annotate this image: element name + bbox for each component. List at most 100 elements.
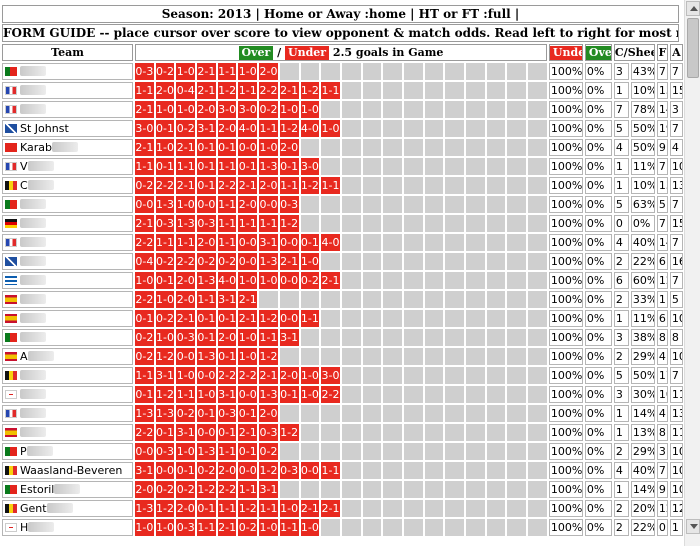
team-cell[interactable] [2, 310, 133, 327]
score-cell[interactable]: 3-0 [321, 367, 340, 384]
score-cell[interactable]: 0-1 [197, 177, 216, 194]
team-cell[interactable] [2, 253, 133, 270]
score-cell[interactable]: 2-1 [176, 177, 196, 194]
score-cell[interactable]: 3-1 [259, 234, 278, 251]
score-cell[interactable]: 0-2 [155, 253, 175, 270]
score-cell[interactable]: 0-1 [135, 386, 154, 403]
score-cell[interactable]: 0-1 [197, 405, 216, 422]
score-cell[interactable]: 2-1 [217, 519, 237, 536]
score-cell[interactable]: 0-0 [259, 196, 278, 213]
score-cell[interactable]: 2-0 [217, 462, 237, 479]
score-cell[interactable]: 1-2 [300, 177, 320, 194]
score-cell[interactable]: 2-0 [197, 101, 216, 118]
score-cell[interactable]: 2-1 [238, 424, 258, 441]
score-cell[interactable]: 4-0 [321, 234, 340, 251]
team-cell[interactable]: C [2, 177, 133, 194]
score-cell[interactable]: 0-0 [238, 139, 258, 156]
score-cell[interactable]: 1-1 [300, 310, 320, 327]
score-cell[interactable]: 1-0 [176, 196, 196, 213]
score-cell[interactable]: 1-0 [238, 272, 258, 289]
score-cell[interactable]: 1-0 [238, 329, 258, 346]
team-cell[interactable]: Karab [2, 139, 133, 156]
score-cell[interactable]: 1-0 [155, 101, 175, 118]
score-cell[interactable]: 0-0 [197, 424, 216, 441]
score-cell[interactable]: 1-2 [279, 120, 299, 137]
score-cell[interactable]: 2-1 [176, 310, 196, 327]
score-cell[interactable]: 1-3 [155, 405, 175, 422]
score-cell[interactable]: 0-1 [217, 139, 237, 156]
score-cell[interactable]: 0-2 [135, 329, 154, 346]
score-cell[interactable]: 0-2 [197, 253, 216, 270]
score-cell[interactable]: 0-1 [197, 158, 216, 175]
score-cell[interactable]: 0-1 [155, 424, 175, 441]
score-cell[interactable]: 0-0 [238, 462, 258, 479]
score-cell[interactable]: 2-1 [238, 310, 258, 327]
score-cell[interactable]: 2-2 [321, 386, 340, 403]
score-cell[interactable]: 1-0 [238, 348, 258, 365]
score-cell[interactable]: 2-1 [279, 82, 299, 99]
score-cell[interactable]: 1-1 [238, 481, 258, 498]
score-cell[interactable]: 2-1 [197, 63, 216, 80]
score-cell[interactable]: 0-3 [155, 215, 175, 232]
score-cell[interactable]: 1-3 [176, 215, 196, 232]
score-cell[interactable]: 0-2 [300, 272, 320, 289]
score-cell[interactable]: 0-1 [238, 158, 258, 175]
score-cell[interactable]: 0-0 [238, 253, 258, 270]
score-cell[interactable]: 0-0 [197, 367, 216, 384]
score-cell[interactable]: 2-2 [217, 481, 237, 498]
score-cell[interactable]: 3-0 [238, 101, 258, 118]
score-cell[interactable]: 2-0 [238, 196, 258, 213]
scroll-up-button[interactable] [686, 1, 700, 16]
score-cell[interactable]: 0-3 [259, 424, 278, 441]
score-cell[interactable]: 1-2 [259, 348, 278, 365]
score-cell[interactable]: 2-0 [176, 272, 196, 289]
team-cell[interactable] [2, 386, 133, 403]
score-cell[interactable]: 0-3 [135, 63, 154, 80]
score-cell[interactable]: 1-0 [279, 101, 299, 118]
score-cell[interactable]: 1-0 [155, 519, 175, 536]
score-cell[interactable]: 0-0 [197, 196, 216, 213]
score-cell[interactable]: 1-1 [197, 291, 216, 308]
score-cell[interactable]: 4-0 [300, 120, 320, 137]
score-cell[interactable]: 0-0 [155, 462, 175, 479]
score-cell[interactable]: 1-0 [135, 519, 154, 536]
score-cell[interactable]: 3-1 [279, 329, 299, 346]
score-cell[interactable]: 0-2 [176, 405, 196, 422]
score-cell[interactable]: 1-1 [176, 234, 196, 251]
score-cell[interactable]: 1-3 [197, 272, 216, 289]
score-cell[interactable]: 2-1 [197, 82, 216, 99]
score-cell[interactable]: 2-0 [197, 234, 216, 251]
score-cell[interactable]: 0-0 [238, 386, 258, 403]
score-cell[interactable]: 1-3 [259, 158, 278, 175]
score-cell[interactable]: 1-2 [197, 481, 216, 498]
score-cell[interactable]: 2-2 [135, 291, 154, 308]
score-cell[interactable]: 1-1 [155, 234, 175, 251]
team-cell[interactable]: P [2, 443, 133, 460]
score-cell[interactable]: 1-2 [259, 310, 278, 327]
score-cell[interactable]: 3-1 [155, 367, 175, 384]
score-cell[interactable]: 2-0 [259, 63, 278, 80]
score-cell[interactable]: 0-3 [279, 462, 299, 479]
team-cell[interactable] [2, 196, 133, 213]
score-cell[interactable]: 1-1 [321, 462, 340, 479]
score-cell[interactable]: 1-1 [259, 500, 278, 517]
score-cell[interactable]: 2-1 [300, 500, 320, 517]
score-cell[interactable]: 3-1 [197, 120, 216, 137]
score-cell[interactable]: 1-1 [321, 177, 340, 194]
scroll-down-button[interactable] [686, 519, 700, 534]
score-cell[interactable]: 1-1 [217, 158, 237, 175]
score-cell[interactable]: 0-1 [197, 310, 216, 327]
score-cell[interactable]: 2-1 [238, 291, 258, 308]
score-cell[interactable]: 4-0 [238, 120, 258, 137]
score-cell[interactable]: 1-0 [300, 253, 320, 270]
score-cell[interactable]: 1-1 [279, 177, 299, 194]
score-cell[interactable]: 0-3 [217, 405, 237, 422]
score-cell[interactable]: 1-3 [155, 196, 175, 213]
score-cell[interactable]: 1-3 [197, 348, 216, 365]
scroll-thumb[interactable] [687, 18, 699, 78]
vertical-scrollbar[interactable] [684, 0, 700, 546]
score-cell[interactable]: 0-1 [217, 424, 237, 441]
score-cell[interactable]: 2-1 [176, 139, 196, 156]
score-cell[interactable]: 0-2 [217, 253, 237, 270]
score-cell[interactable]: 0-1 [217, 310, 237, 327]
